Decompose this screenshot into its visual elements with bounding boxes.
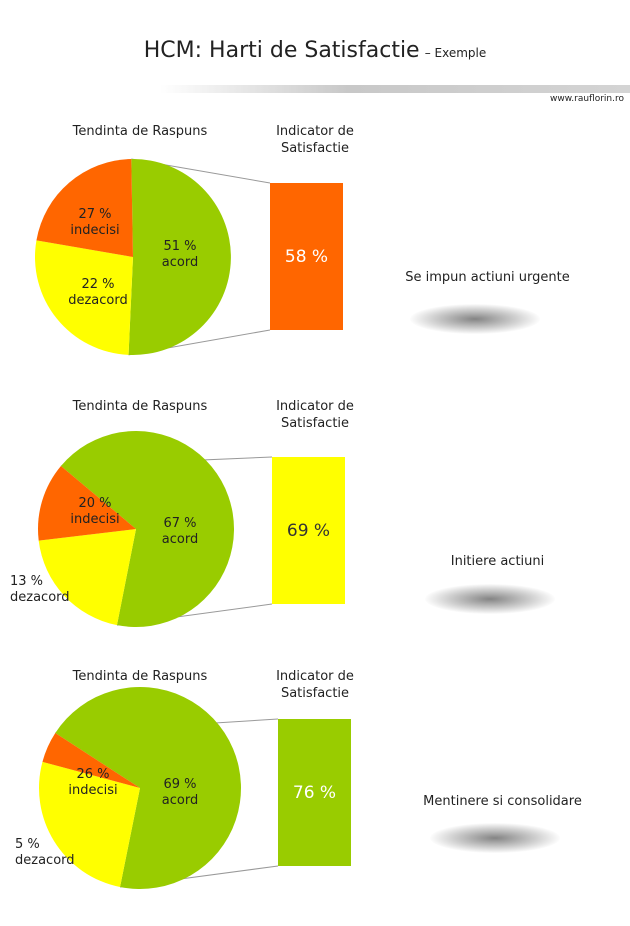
indicator-title-line2: Satisfactie	[280, 686, 350, 701]
label-indecisi: 26 % indecisi	[68, 767, 118, 798]
label-acord: 51 % acord	[161, 239, 199, 270]
page-title: HCM: Harti de Satisfactie – Exemple	[0, 38, 630, 63]
slice-acord	[55, 687, 241, 890]
indicator-bar: 69 %	[272, 457, 345, 604]
indicator-title-line1: Indicator de	[276, 124, 354, 139]
indicator-title: Indicator de Satisfactie	[250, 668, 380, 702]
pie-chart-1	[34, 158, 271, 356]
pie-chart-2	[38, 430, 273, 627]
slice-dezacord	[42, 732, 140, 788]
action-text: Se impun actiuni urgente	[405, 270, 570, 285]
website-label: www.rauflorin.ro	[550, 94, 624, 104]
panel-1: Tendinta de Raspuns Indicator de Satisfa…	[0, 110, 630, 380]
label-dezacord: 22 % dezacord	[68, 277, 128, 308]
slice-indecisi	[38, 529, 136, 626]
label-dezacord: 5 % dezacord	[15, 837, 75, 868]
indicator-title-line2: Satisfactie	[280, 141, 350, 156]
slice-indecisi	[34, 240, 134, 355]
label-dezacord: 13 % dezacord	[10, 574, 70, 605]
label-indecisi: 20 % indecisi	[70, 496, 120, 527]
panel-2: Tendinta de Raspuns Indicator de Satisfa…	[0, 383, 630, 653]
response-trend-title: Tendinta de Raspuns	[72, 124, 208, 139]
slice-dezacord	[38, 466, 137, 541]
action-text: Initiere actiuni	[450, 554, 545, 569]
slice-acord	[128, 158, 231, 355]
indicator-title-line1: Indicator de	[276, 399, 354, 414]
response-trend-title: Tendinta de Raspuns	[72, 399, 208, 414]
panel-3: Tendinta de Raspuns Indicator de Satisfa…	[0, 656, 630, 926]
indicator-title-line1: Indicator de	[276, 669, 354, 684]
indicator-title-line2: Satisfactie	[280, 416, 350, 431]
shadow-blur	[425, 584, 555, 614]
indicator-bar: 76 %	[278, 719, 351, 866]
shadow-blur	[410, 304, 540, 334]
slice-indecisi	[38, 761, 140, 888]
slice-acord	[60, 430, 235, 627]
label-acord: 67 % acord	[161, 516, 199, 547]
title-subtitle: – Exemple	[424, 46, 487, 60]
pie-chart-3	[38, 687, 279, 890]
action-text: Mentinere si consolidare	[423, 794, 582, 809]
title-divider	[160, 85, 630, 93]
label-indecisi: 27 % indecisi	[70, 207, 120, 238]
title-main: HCM: Harti de Satisfactie	[143, 38, 420, 63]
response-trend-title: Tendinta de Raspuns	[72, 669, 208, 684]
indicator-title: Indicator de Satisfactie	[250, 123, 380, 157]
indicator-title: Indicator de Satisfactie	[250, 398, 380, 432]
shadow-blur	[430, 823, 560, 853]
indicator-bar: 58 %	[270, 183, 343, 330]
label-acord: 69 % acord	[161, 777, 199, 808]
slice-dezacord	[36, 159, 133, 257]
